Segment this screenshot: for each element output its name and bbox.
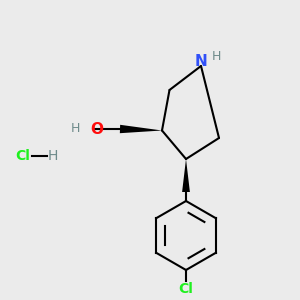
Polygon shape: [182, 159, 190, 192]
Text: H: H: [70, 122, 80, 135]
Text: Cl: Cl: [178, 282, 194, 296]
Text: O: O: [90, 122, 103, 136]
Polygon shape: [120, 125, 162, 133]
Text: Cl: Cl: [15, 149, 30, 163]
Text: N: N: [195, 54, 207, 69]
Text: H: H: [212, 50, 221, 64]
Text: H: H: [47, 149, 58, 163]
